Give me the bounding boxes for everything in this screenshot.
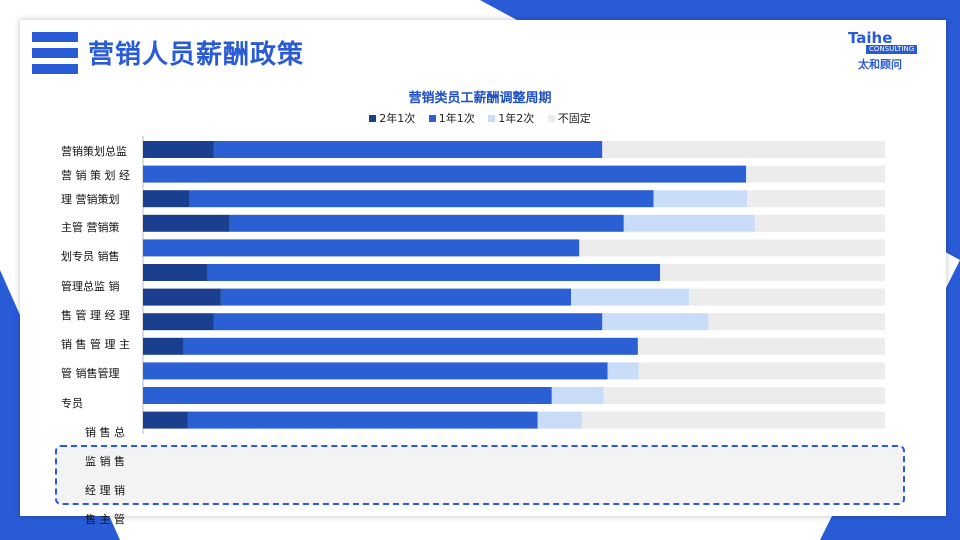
bar-0-0 [143, 141, 214, 158]
bar-1-3 [229, 214, 624, 232]
bar-3-0 [602, 141, 885, 158]
category-label-11: 监 销 售 [85, 455, 125, 468]
category-label-0: 营销策划总监 [61, 145, 127, 158]
bar-0-11 [143, 411, 188, 429]
category-label-1: 营 销 策 划 经 [61, 169, 130, 182]
legend-swatch-0 [369, 115, 377, 122]
bar-1-2 [189, 190, 654, 208]
bar-1-9 [143, 362, 608, 380]
category-label-3: 主管 营销策 [61, 221, 120, 234]
company-logo: Taihe CONSULTING 太和顾问 [848, 30, 934, 72]
category-label-6: 售 管 理 经 理 [61, 309, 130, 322]
bar-3-4 [579, 239, 885, 257]
bar-1-1 [143, 165, 747, 183]
legend-item-0: 2年1次 [369, 112, 415, 125]
legend-label-2: 1年2次 [498, 112, 535, 125]
bar-1-10 [143, 387, 552, 404]
bar-3-1 [746, 165, 885, 183]
chart-title: 营销类员工薪酬调整周期 [408, 91, 552, 106]
bar-3-8 [637, 337, 885, 355]
bar-3-10 [603, 387, 885, 404]
legend-item-2: 1年2次 [488, 112, 534, 125]
category-label-8: 管 销售管理 [61, 367, 120, 380]
bar-2-7 [602, 313, 709, 331]
bar-3-3 [755, 214, 885, 232]
bar-2-2 [653, 190, 747, 208]
bar-1-8 [183, 337, 638, 355]
bar-1-6 [220, 288, 572, 306]
bar-0-5 [143, 264, 208, 281]
bar-2-3 [623, 214, 756, 232]
bar-3-2 [747, 190, 885, 208]
bar-1-7 [213, 313, 603, 331]
category-label-2: 理 营销策划 [61, 193, 120, 206]
bar-1-5 [207, 264, 661, 281]
legend-swatch-3 [547, 115, 555, 122]
chart-legend: 2年1次 1年1次 1年2次 不固定 [0, 110, 960, 126]
highlight-box [55, 445, 905, 505]
bar-2-9 [607, 362, 639, 380]
bar-2-10 [551, 387, 604, 404]
legend-label-0: 2年1次 [379, 112, 416, 125]
bar-1-0 [213, 141, 603, 158]
bar-2-11 [537, 411, 583, 429]
category-label-12: 经 理 销 [85, 484, 125, 497]
bar-3-6 [689, 288, 885, 306]
bar-0-6 [143, 288, 221, 306]
logo-badge: CONSULTING [866, 45, 918, 54]
bar-3-7 [708, 313, 885, 331]
legend-label-3: 不固定 [557, 112, 591, 125]
page-title: 营销人员薪酬政策 [88, 40, 305, 70]
category-label-13: 售 主 管 [85, 513, 125, 526]
legend-item-3: 不固定 [547, 112, 591, 125]
legend-label-1: 1年1次 [438, 112, 475, 125]
bar-1-11 [187, 411, 538, 429]
bar-0-3 [143, 214, 230, 232]
legend-swatch-2 [488, 115, 496, 122]
category-label-5: 管理总监 销 [61, 280, 120, 293]
category-label-7: 销 售 管 理 主 [61, 338, 130, 351]
bar-3-11 [582, 411, 885, 429]
category-label-10: 销 售 总 [85, 426, 125, 439]
category-label-4: 划专员 销售 [61, 250, 120, 263]
logo-chinese-name: 太和顾问 [858, 58, 902, 71]
category-label-9: 专员 [61, 397, 83, 410]
bar-3-5 [660, 264, 885, 281]
bar-0-7 [143, 313, 214, 331]
title-bars-icon [32, 32, 78, 76]
legend-swatch-1 [428, 115, 436, 122]
bar-0-8 [143, 337, 184, 355]
bar-3-9 [638, 362, 885, 380]
bar-1-4 [143, 239, 580, 257]
logo-text: Taihe [848, 29, 893, 47]
bar-0-2 [143, 190, 189, 208]
bar-2-6 [571, 288, 690, 306]
legend-item-1: 1年1次 [428, 112, 475, 125]
